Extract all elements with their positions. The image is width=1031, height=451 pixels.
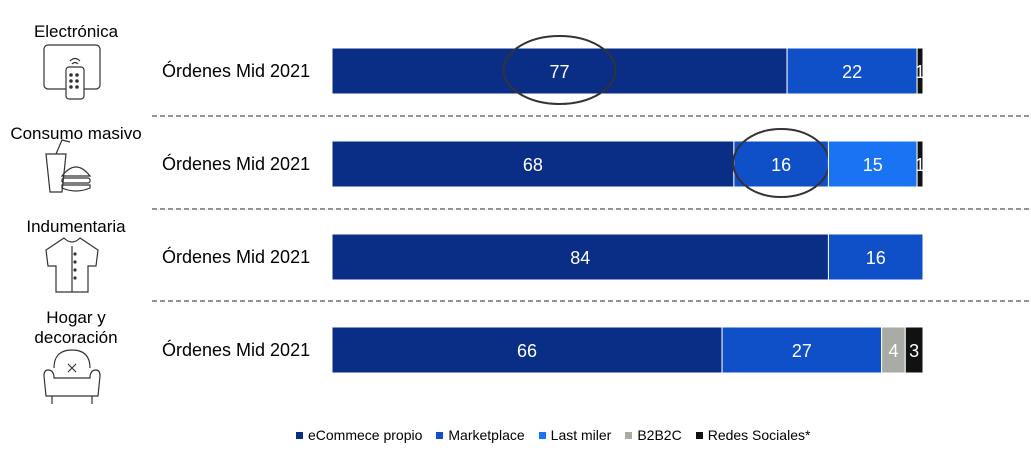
bar-segment [331, 140, 735, 188]
legend-swatch [625, 431, 633, 439]
row-label: Órdenes Mid 2021 [162, 339, 310, 360]
data-label: 77 [550, 62, 570, 82]
category-label: Indumentaria [26, 217, 126, 236]
bar-segment [904, 326, 924, 374]
legend-swatch [296, 431, 303, 439]
armchair-icon [43, 349, 101, 404]
data-label: 3 [909, 341, 919, 361]
data-label: 27 [792, 341, 812, 361]
category-label: Electrónica [34, 22, 119, 41]
legend: eCommece propio Marketplace Last miler B2B2… [296, 427, 824, 443]
data-label: 84 [570, 248, 590, 268]
category-label: decoración [34, 328, 117, 347]
bar-segment [331, 47, 788, 95]
bar-segment [827, 140, 918, 188]
fastfood-icon [45, 139, 92, 193]
legend-swatch [436, 431, 444, 439]
data-label: 1 [915, 155, 925, 175]
legend-label: Redes Sociales* [707, 427, 811, 443]
legend-label: Marketplace [448, 427, 525, 443]
category-label: Hogar y [46, 308, 106, 327]
data-label: 22 [842, 62, 862, 82]
bar-segment [331, 233, 829, 281]
bar-segment [827, 233, 924, 281]
legend-label: B2B2C [637, 427, 682, 443]
row-label: Órdenes Mid 2021 [162, 153, 310, 174]
data-label: 15 [863, 155, 883, 175]
remote-control-icon [43, 44, 101, 100]
data-label: 66 [517, 341, 537, 361]
legend-item: Redes Sociales* [695, 427, 811, 443]
legend-item: Marketplace [436, 427, 525, 443]
legend-item: B2B2C [625, 427, 682, 443]
legend-item: Last miler [538, 427, 612, 443]
data-label: 4 [888, 341, 898, 361]
row-label: Órdenes Mid 2021 [162, 60, 310, 81]
data-label: 16 [866, 248, 886, 268]
legend-swatch [538, 431, 546, 439]
legend-label: Last miler [550, 427, 612, 443]
legend-item: eCommece propio [296, 427, 422, 443]
data-label: 68 [523, 155, 543, 175]
bar-segment [916, 47, 924, 95]
legend-label: eCommece propio [308, 427, 423, 443]
data-label: 16 [771, 155, 791, 175]
category-label: Consumo masivo [10, 124, 141, 143]
highlight-circle [502, 35, 617, 105]
shirt-icon [45, 237, 99, 293]
bar-segment [916, 140, 924, 188]
legend-swatch [695, 431, 703, 439]
data-label: 1 [915, 62, 925, 82]
row-label: Órdenes Mid 2021 [162, 246, 310, 267]
bar-segment [331, 326, 723, 374]
